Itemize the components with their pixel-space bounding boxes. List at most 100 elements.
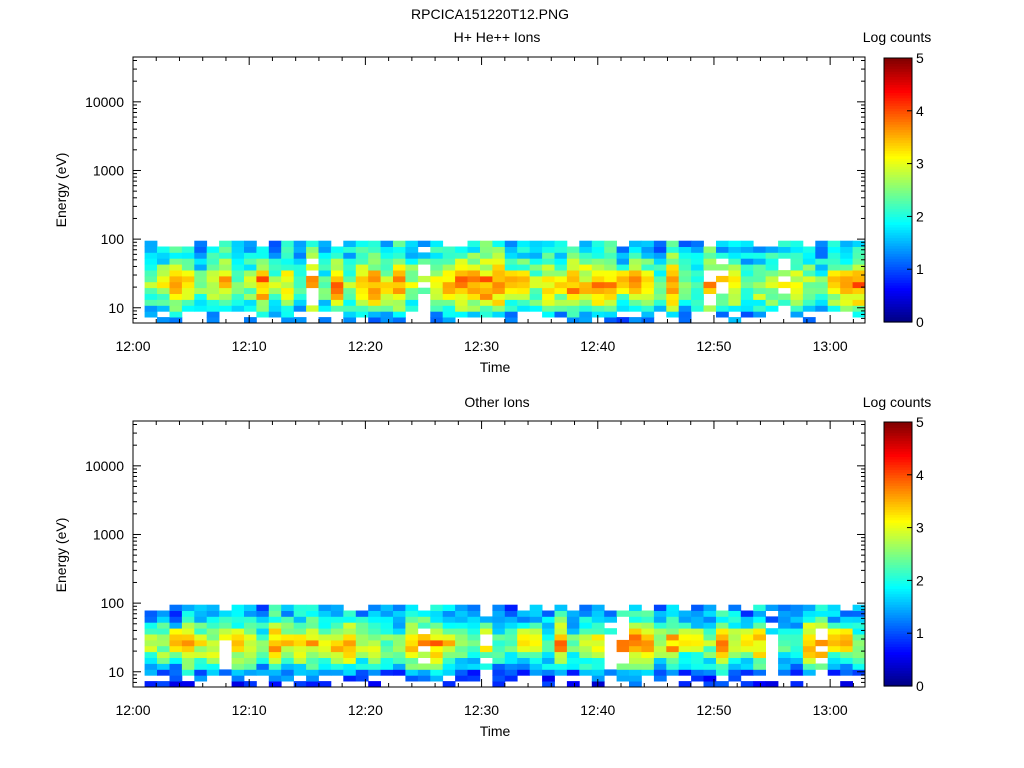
panel-1-heatmap-cell bbox=[740, 287, 754, 294]
panel-2-colorbar-segment bbox=[884, 540, 912, 545]
panel-1-heatmap-cell bbox=[852, 311, 866, 318]
panel-2-heatmap-cell bbox=[790, 645, 804, 653]
panel-2-heatmap-cell bbox=[666, 604, 680, 611]
panel-1-heatmap-cell bbox=[504, 305, 518, 312]
panel-2-x-tick-label: 12:30 bbox=[464, 702, 499, 718]
panel-2-colorbar-segment bbox=[884, 456, 912, 460]
panel-2-colorbar-segment bbox=[884, 427, 912, 431]
panel-2-heatmap-cell bbox=[542, 669, 555, 676]
panel-1-heatmap-cell bbox=[666, 240, 680, 247]
panel-2-heatmap-cell bbox=[653, 634, 667, 641]
panel-1-heatmap-cell bbox=[330, 246, 344, 253]
panel-1-heatmap-cell bbox=[219, 293, 232, 300]
panel-2-heatmap-cell bbox=[566, 645, 580, 653]
panel-2-colorbar-segment bbox=[884, 546, 912, 550]
panel-2-colorbar-segment bbox=[884, 443, 912, 447]
panel-2-heatmap-cell bbox=[542, 622, 555, 629]
panel-2-colorbar-segment bbox=[884, 527, 912, 531]
panel-2-heatmap-cell bbox=[653, 622, 667, 629]
panel-2-heatmap-cell bbox=[604, 628, 617, 635]
panel-2-heatmap-cell bbox=[753, 657, 766, 664]
panel-1-heatmap-cell bbox=[604, 258, 617, 265]
panel-2-heatmap-cell bbox=[306, 639, 319, 647]
panel-2-heatmap-cell bbox=[405, 622, 419, 629]
panel-1-heatmap-cell bbox=[703, 287, 717, 294]
panel-1-heatmap-cell bbox=[318, 281, 332, 289]
panel-2-heatmap-cell bbox=[852, 604, 866, 611]
panel-2-heatmap-cell bbox=[144, 651, 158, 658]
panel-1-colorbar-segment bbox=[884, 118, 912, 122]
panel-1-heatmap-cell bbox=[753, 246, 766, 253]
panel-2-heatmap-cell bbox=[517, 616, 530, 623]
panel-1-heatmap-cell bbox=[405, 270, 419, 277]
panel-1-heatmap-cell bbox=[343, 281, 357, 289]
panel-1-heatmap-cell bbox=[268, 293, 282, 300]
panel-1-heatmap-cell bbox=[380, 246, 394, 253]
panel-1-heatmap-cell bbox=[467, 287, 481, 294]
panel-1-heatmap-cell bbox=[778, 240, 791, 247]
panel-2-heatmap-cell bbox=[852, 610, 866, 617]
panel-2-heatmap-cell bbox=[417, 675, 431, 682]
panel-1-colorbar-segment bbox=[884, 179, 912, 183]
panel-1-heatmap-cell bbox=[492, 240, 506, 247]
panel-1-colorbar-segment bbox=[884, 174, 912, 178]
panel-2-heatmap-cell bbox=[181, 669, 195, 676]
panel-2-colorbar-segment bbox=[884, 641, 912, 645]
panel-1-heatmap-cell bbox=[691, 275, 704, 283]
panel-1-heatmap-cell bbox=[542, 293, 555, 300]
panel-2-heatmap-cell bbox=[306, 651, 319, 658]
panel-2-heatmap-cell bbox=[529, 622, 543, 629]
panel-1-colorbar-segment bbox=[884, 224, 912, 228]
panel-1-heatmap-cell bbox=[529, 293, 543, 300]
panel-1-heatmap-cell bbox=[827, 252, 841, 259]
panel-1-heatmap-cell bbox=[194, 246, 208, 253]
panel-1-colorbar-segment bbox=[884, 216, 912, 220]
panel-1-heatmap-cell bbox=[306, 275, 319, 283]
panel-2-heatmap-cell bbox=[380, 610, 394, 617]
panel-2-heatmap-cell bbox=[703, 651, 717, 658]
panel-1-heatmap-cell bbox=[194, 240, 208, 247]
panel-1-heatmap-cell bbox=[219, 252, 232, 259]
panel-2-heatmap-cell bbox=[244, 622, 257, 629]
panel-2-heatmap-cell bbox=[827, 645, 841, 653]
panel-1-heatmap-cell bbox=[355, 264, 369, 271]
panel-1-colorbar-segment bbox=[884, 271, 912, 276]
panel-2-colorbar-segment bbox=[884, 633, 912, 637]
panel-2-heatmap-cell bbox=[542, 681, 555, 688]
panel-2-heatmap-cell bbox=[293, 622, 307, 629]
panel-2-heatmap-cell bbox=[169, 645, 183, 653]
panel-2-heatmap-cell bbox=[703, 628, 717, 635]
panel-2-heatmap-cell bbox=[306, 675, 319, 682]
panel-1-colorbar-segment bbox=[884, 139, 912, 144]
panel-2-heatmap-cell bbox=[579, 628, 593, 635]
panel-2-heatmap-cell bbox=[778, 669, 791, 676]
panel-1-heatmap-cell bbox=[566, 299, 580, 306]
panel-2-colorbar-segment bbox=[884, 445, 912, 449]
panel-2-heatmap-cell bbox=[678, 681, 692, 688]
panel-1-colorbar-segment bbox=[884, 245, 912, 249]
panel-1-heatmap-cell bbox=[455, 264, 468, 271]
panel-2-heatmap-cell bbox=[591, 610, 605, 617]
panel-2-heatmap-cell bbox=[504, 604, 518, 611]
panel-1-heatmap-cell bbox=[455, 311, 468, 318]
panel-1-heatmap-cell bbox=[293, 264, 307, 271]
panel-2-heatmap-cell bbox=[318, 628, 332, 635]
panel-1-heatmap-cell bbox=[318, 287, 332, 294]
panel-2-heatmap-cell bbox=[144, 634, 158, 641]
panel-2-heatmap-cell bbox=[716, 663, 729, 670]
panel-2-heatmap-cell bbox=[442, 645, 456, 653]
panel-2-heatmap-cell bbox=[330, 634, 344, 641]
panel-2-heatmap-cell bbox=[579, 639, 593, 647]
panel-2-heatmap-cell bbox=[666, 645, 680, 653]
panel-2-heatmap-cell bbox=[778, 604, 791, 611]
panel-2-heatmap-cell bbox=[206, 651, 220, 658]
panel-2-heatmap-cell bbox=[244, 663, 257, 670]
panel-1-heatmap-cell bbox=[144, 252, 158, 259]
panel-2-heatmap-cell bbox=[256, 669, 270, 676]
panel-1-heatmap-cell bbox=[504, 281, 518, 289]
panel-1-heatmap-cell bbox=[591, 252, 605, 259]
panel-2-heatmap-cell bbox=[417, 663, 431, 670]
panel-1-heatmap-cell bbox=[181, 305, 195, 312]
panel-1-heatmap-cell bbox=[716, 252, 729, 259]
panel-1-heatmap-cell bbox=[343, 270, 357, 277]
